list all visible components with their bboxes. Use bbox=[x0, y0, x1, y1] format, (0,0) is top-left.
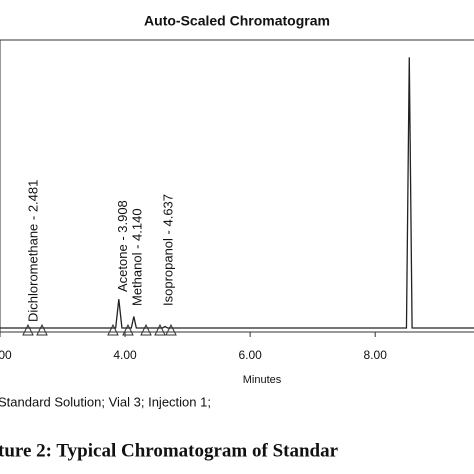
x-axis-label: Minutes bbox=[243, 374, 282, 386]
integration-markers bbox=[22, 323, 177, 336]
x-tick-label: 2.00 bbox=[0, 348, 12, 362]
x-tick-label: 8.00 bbox=[364, 348, 388, 362]
figure-caption: ture 2: Typical Chromatogram of Standar bbox=[0, 440, 339, 461]
x-tick-label: 4.00 bbox=[113, 348, 137, 362]
chromatogram-trace bbox=[0, 57, 474, 329]
x-tick-label: 6.00 bbox=[238, 348, 262, 362]
chart-title: Auto-Scaled Chromatogram bbox=[144, 13, 330, 29]
footnote: Standard Solution; Vial 3; Injection 1; bbox=[0, 394, 211, 409]
peak-label: Acetone - 3.908 bbox=[115, 200, 130, 292]
peak-label: Methanol - 4.140 bbox=[129, 208, 144, 306]
peak-label: Dichloromethane - 2.481 bbox=[26, 180, 41, 322]
peak-label: Isopropanol - 4.637 bbox=[160, 194, 175, 306]
